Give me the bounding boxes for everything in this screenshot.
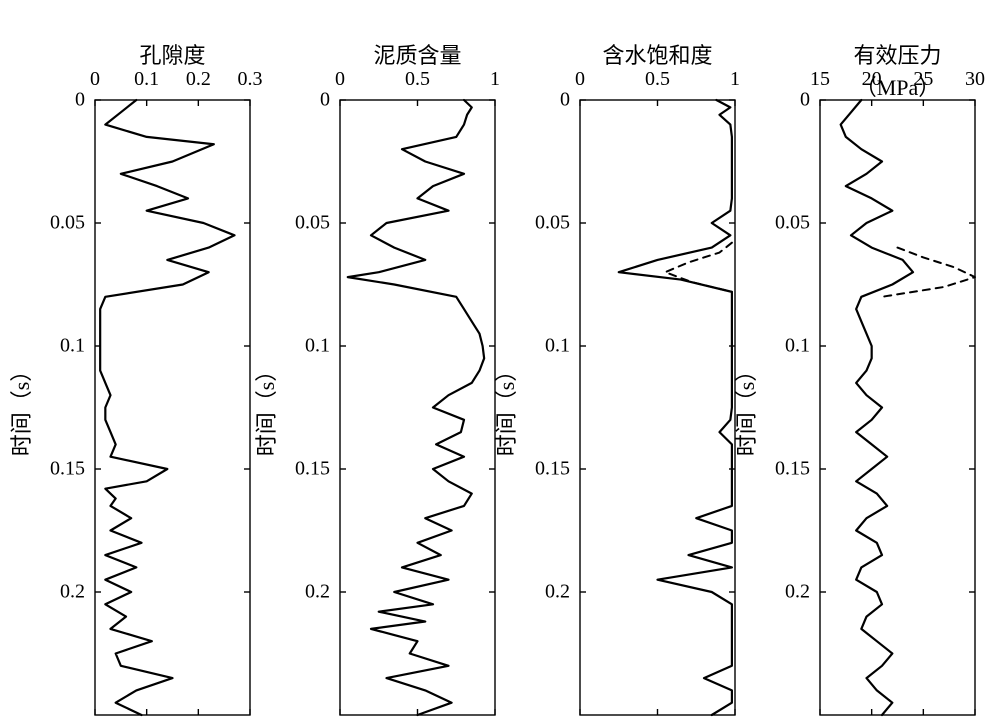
- ytick-label: 0.2: [510, 581, 570, 604]
- ytick-label: 0.1: [510, 335, 570, 358]
- panel-0: 孔隙度00.10.20.300.050.10.150.2时间（s）: [95, 100, 250, 715]
- series-line: [841, 100, 913, 715]
- xtick-label: 0: [335, 68, 345, 91]
- xtick-label: 0.5: [405, 68, 430, 91]
- xtick-label: 15: [810, 68, 830, 91]
- panel-3: 有效压力（MPa）1520253000.050.10.150.2时间（s）: [820, 100, 975, 715]
- y-axis-label: 时间（s）: [249, 359, 281, 456]
- plot-svg: [340, 100, 495, 715]
- xtick-label: 0: [90, 68, 100, 91]
- xtick-label: 0.3: [238, 68, 263, 91]
- xtick-label: 0.2: [186, 68, 211, 91]
- y-axis-label: 时间（s）: [4, 359, 36, 456]
- series-line: [348, 100, 484, 715]
- ytick-label: 0.1: [750, 335, 810, 358]
- series-dashed: [882, 248, 975, 297]
- ytick-label: 0.05: [270, 212, 330, 235]
- xtick-label: 1: [490, 68, 500, 91]
- plot-svg: [95, 100, 250, 715]
- ytick-label: 0.1: [270, 335, 330, 358]
- panel-title: 含水饱和度: [580, 38, 735, 70]
- y-axis-label: 时间（s）: [489, 359, 521, 456]
- xtick-label: 1: [730, 68, 740, 91]
- ytick-label: 0.05: [510, 212, 570, 235]
- ytick-label: 0.15: [750, 458, 810, 481]
- ytick-label: 0.15: [270, 458, 330, 481]
- ytick-label: 0: [750, 89, 810, 112]
- ytick-label: 0.05: [750, 212, 810, 235]
- xtick-label: 0: [575, 68, 585, 91]
- ytick-label: 0.2: [270, 581, 330, 604]
- xtick-label: 20: [862, 68, 882, 91]
- series-line: [619, 100, 732, 715]
- plot-svg: [580, 100, 735, 715]
- xtick-labels: 00.10.20.3: [95, 68, 250, 92]
- xtick-label: 30: [965, 68, 985, 91]
- axis-frame: [580, 100, 735, 715]
- ytick-label: 0.2: [750, 581, 810, 604]
- xtick-labels: 00.51: [580, 68, 735, 92]
- ytick-label: 0.1: [25, 335, 85, 358]
- xtick-label: 0.5: [645, 68, 670, 91]
- ytick-label: 0: [270, 89, 330, 112]
- panel-title: 泥质含量: [340, 38, 495, 70]
- series-line: [100, 100, 234, 715]
- ytick-label: 0.2: [25, 581, 85, 604]
- xtick-label: 0.1: [134, 68, 159, 91]
- axis-frame: [820, 100, 975, 715]
- xtick-labels: 15202530: [820, 68, 975, 92]
- ytick-label: 0: [25, 89, 85, 112]
- panel-2: 含水饱和度00.5100.050.10.150.2时间（s）: [580, 100, 735, 715]
- ytick-label: 0: [510, 89, 570, 112]
- ytick-label: 0.05: [25, 212, 85, 235]
- panel-1: 泥质含量00.5100.050.10.150.2时间（s）: [340, 100, 495, 715]
- panel-title: 孔隙度: [95, 38, 250, 70]
- ytick-label: 0.15: [25, 458, 85, 481]
- xtick-labels: 00.51: [340, 68, 495, 92]
- xtick-label: 25: [913, 68, 933, 91]
- ytick-label: 0.15: [510, 458, 570, 481]
- figure: 孔隙度00.10.20.300.050.10.150.2时间（s）泥质含量00.…: [0, 0, 1000, 725]
- plot-svg: [820, 100, 975, 715]
- y-axis-label: 时间（s）: [729, 359, 761, 456]
